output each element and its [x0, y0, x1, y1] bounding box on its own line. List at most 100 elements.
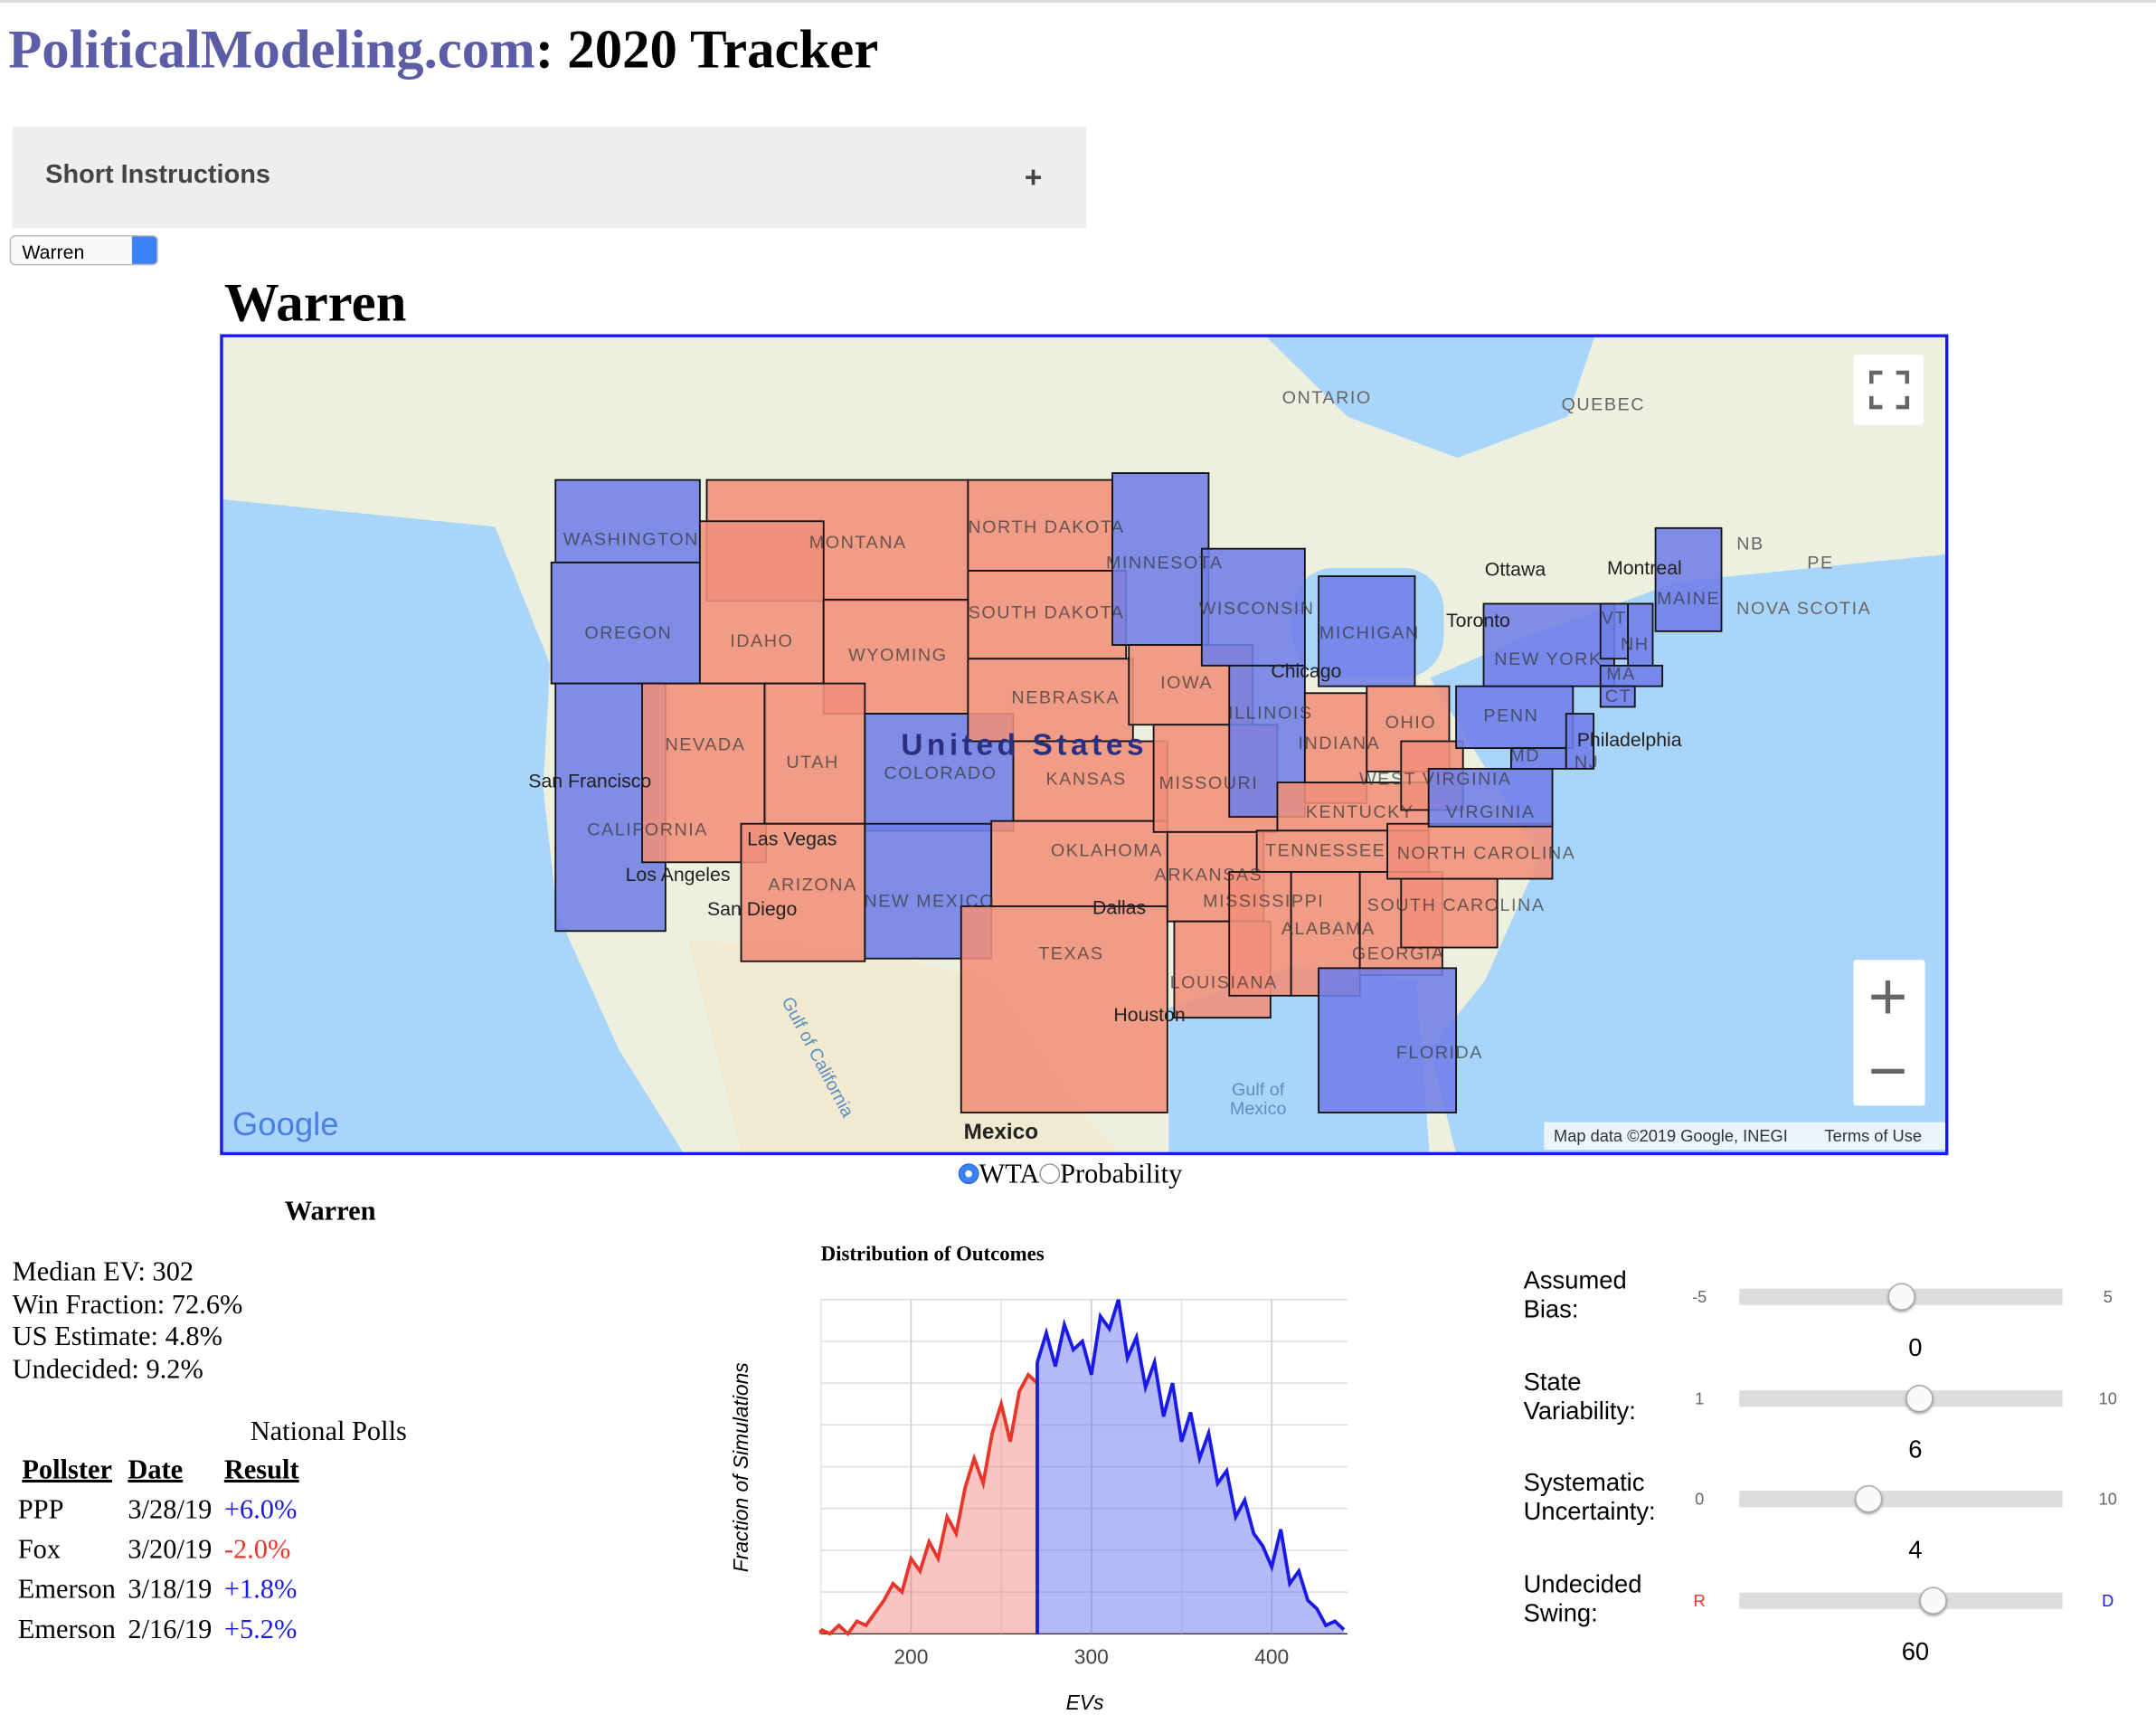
map-border	[220, 334, 1949, 1156]
summary: Median EV: 302 Win Fraction: 72.6% US Esti…	[13, 1257, 243, 1388]
summary-title: Warren	[284, 1196, 376, 1227]
state[interactable]	[990, 819, 1168, 907]
state-label: ARKANSAS	[1155, 866, 1263, 886]
state[interactable]	[554, 478, 701, 564]
poll-cell: Emerson	[17, 1614, 116, 1645]
state[interactable]	[864, 713, 1015, 832]
slider-track[interactable]	[1739, 1389, 2063, 1407]
site-link[interactable]: PoliticalModeling.com	[8, 17, 535, 81]
state[interactable]	[1228, 871, 1292, 997]
state[interactable]	[1654, 526, 1723, 632]
state[interactable]	[1565, 713, 1595, 770]
slider-knob[interactable]	[1855, 1485, 1883, 1514]
terms-link[interactable]: Terms of Use	[1825, 1126, 1922, 1145]
state-label: NH	[1621, 634, 1650, 654]
fullscreen-icon	[1868, 370, 1910, 410]
line	[819, 1371, 1039, 1637]
state[interactable]	[967, 478, 1113, 572]
city-label: Dallas	[1092, 897, 1146, 919]
candidate-select[interactable]: Warren	[9, 234, 158, 266]
radio-label: WTA	[979, 1159, 1040, 1190]
slider-max: 10	[2098, 1388, 2117, 1408]
polls-title: National Polls	[250, 1416, 407, 1447]
state[interactable]	[1318, 967, 1458, 1113]
state[interactable]	[1012, 740, 1168, 822]
attribution: Map data ©2019 Google, INEGI	[1554, 1126, 1788, 1145]
summary-line: Undecided: 9.2%	[12, 1354, 203, 1386]
slider-max: 5	[2103, 1287, 2113, 1307]
state[interactable]	[550, 561, 701, 685]
candidate-heading: Warren	[223, 270, 407, 333]
column-header: Result	[223, 1454, 299, 1486]
state[interactable]	[1427, 767, 1554, 828]
state[interactable]	[1599, 685, 1636, 708]
state[interactable]	[1318, 575, 1416, 687]
state[interactable]	[960, 905, 1168, 1113]
top-border	[0, 0, 2156, 4]
slider-track[interactable]	[1739, 1491, 2063, 1508]
state-label: WASHINGTON	[563, 530, 699, 550]
poll-cell: -2.0%	[223, 1534, 291, 1566]
slider-min: 1	[1695, 1388, 1705, 1408]
state[interactable]	[1599, 602, 1630, 660]
state-label: VT	[1602, 608, 1627, 628]
hudson	[1264, 335, 1595, 459]
summary-line: US Estimate: 4.8%	[12, 1321, 222, 1353]
area	[1036, 1299, 1345, 1634]
page-title: PoliticalModeling.com: 2020 Tracker	[8, 16, 878, 81]
slider-value: 0	[1908, 1333, 1923, 1362]
state[interactable]	[740, 822, 866, 962]
x-tick-label: 300	[1074, 1645, 1109, 1669]
radio[interactable]	[1039, 1163, 1061, 1185]
state-label: ALABAMA	[1281, 919, 1376, 939]
instructions-panel[interactable]: Short Instructions +	[12, 126, 1087, 229]
radio-selected[interactable]	[958, 1163, 979, 1185]
state-label: INDIANA	[1298, 734, 1380, 753]
state-label: SOUTH CAROLINA	[1367, 895, 1546, 915]
state-label: SOUTH DAKOTA	[969, 602, 1125, 622]
slider-min: R	[1693, 1591, 1706, 1611]
y-axis-label: Fraction of Simulations	[729, 1362, 752, 1572]
state[interactable]	[967, 658, 1134, 743]
state-label: IDAHO	[730, 631, 793, 651]
slider-label: Undecided Swing:	[1523, 1570, 1642, 1627]
state[interactable]	[1627, 602, 1654, 667]
state-label: NEBRASKA	[1011, 688, 1120, 708]
state-label: OREGON	[584, 623, 672, 643]
slider-label: State Variability:	[1523, 1368, 1636, 1425]
slider-track[interactable]	[1739, 1592, 2063, 1610]
map-mode: WTA Probability	[958, 1159, 1182, 1191]
slider-knob[interactable]	[1905, 1384, 1933, 1412]
instructions-label: Short Instructions	[45, 160, 270, 190]
slider-value: 6	[1908, 1435, 1923, 1464]
city-label: San Diego	[707, 898, 797, 920]
instructions-toggle[interactable]: +	[1024, 159, 1043, 194]
state[interactable]	[698, 520, 825, 685]
state-label: COLORADO	[884, 763, 997, 783]
fullscreen-button[interactable]	[1853, 355, 1924, 425]
poll-cell: 3/20/19	[128, 1534, 213, 1566]
state-label: UTAH	[786, 753, 838, 772]
slider-knob[interactable]	[1886, 1283, 1915, 1311]
poll-cell: +1.8%	[223, 1574, 298, 1606]
state-label: CALIFORNIA	[587, 820, 708, 840]
city-label: San Francisco	[528, 771, 651, 792]
state-label: IOWA	[1160, 673, 1213, 693]
state[interactable]	[1482, 602, 1615, 687]
state-label: KANSAS	[1045, 769, 1126, 789]
poll-cell: Emerson	[17, 1574, 116, 1606]
state-label: MISSOURI	[1159, 773, 1259, 793]
city-label: Ottawa	[1485, 559, 1546, 581]
state-label: MONTANA	[809, 533, 907, 553]
state[interactable]	[1400, 877, 1499, 949]
state-label: ILLINOIS	[1228, 703, 1312, 723]
map[interactable]: United States WASHINGTON OREGON CALIFORNIA M…	[220, 334, 1949, 1156]
state[interactable]	[1200, 547, 1306, 667]
map-logo: Google	[232, 1105, 339, 1142]
state[interactable]	[1386, 822, 1554, 880]
state-label: MD	[1509, 745, 1540, 765]
slider-knob[interactable]	[1919, 1587, 1947, 1615]
state-label: MAINE	[1657, 589, 1720, 609]
